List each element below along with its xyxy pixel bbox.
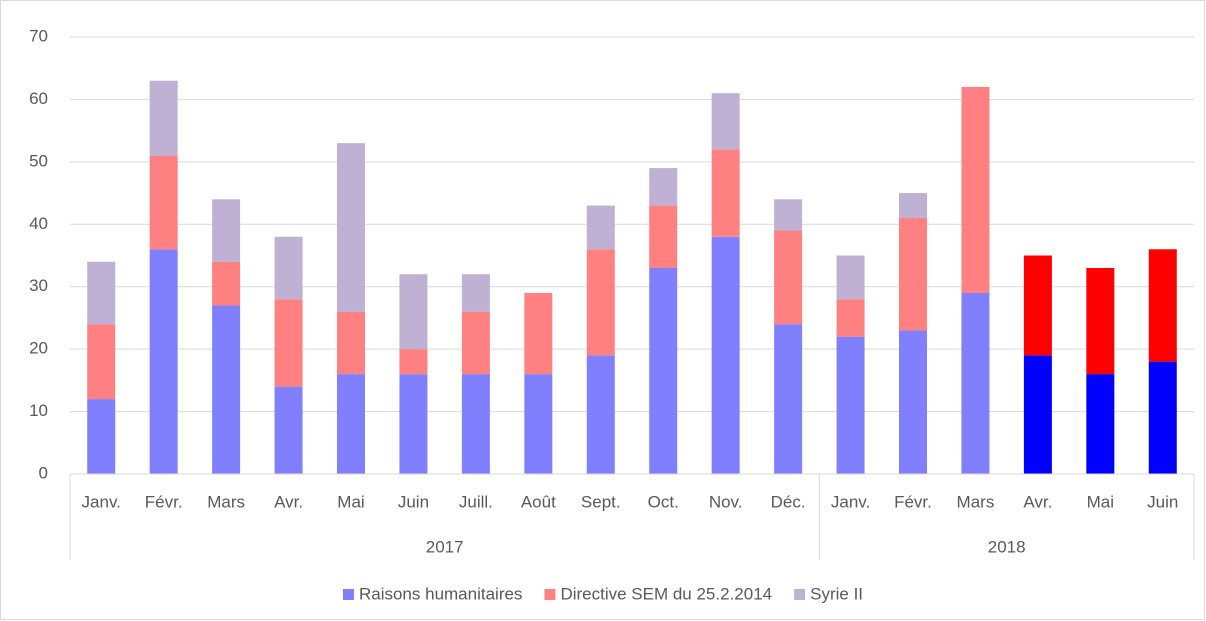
bar-segment bbox=[524, 374, 553, 474]
bar-segment bbox=[774, 230, 803, 325]
bar-segment bbox=[961, 86, 990, 293]
bar-segment bbox=[961, 292, 990, 474]
x-tick-label: Juin bbox=[398, 492, 429, 511]
x-tick-label: Janv. bbox=[82, 492, 121, 511]
bar-segment bbox=[461, 374, 490, 474]
x-tick-label: Mars bbox=[207, 492, 245, 511]
bar-segment bbox=[337, 143, 365, 312]
x-tick-label: Sept. bbox=[581, 492, 621, 511]
bar-segment bbox=[149, 80, 178, 156]
bar-segment bbox=[1086, 267, 1115, 375]
y-tick-label: 0 bbox=[39, 463, 48, 482]
bar-segment bbox=[711, 236, 740, 474]
legend-label: Directive SEM du 25.2.2014 bbox=[560, 584, 772, 603]
legend-swatch bbox=[544, 589, 556, 600]
bar-segment bbox=[399, 274, 428, 350]
x-tick-label: Avr. bbox=[1023, 492, 1052, 511]
bar-segment bbox=[337, 374, 365, 474]
legend-swatch bbox=[342, 589, 354, 600]
bar-segment bbox=[212, 199, 241, 262]
x-tick-label: Févr. bbox=[894, 492, 932, 511]
bar-segment bbox=[774, 199, 803, 231]
bar-segment bbox=[711, 149, 740, 237]
x-tick-label: Févr. bbox=[145, 492, 183, 511]
bar-segment bbox=[899, 218, 927, 331]
x-tick-label: Avr. bbox=[274, 492, 303, 511]
bar-segment bbox=[149, 249, 178, 474]
bar-segment bbox=[836, 336, 865, 474]
bar-segment bbox=[149, 155, 178, 250]
x-tick-label: Nov. bbox=[709, 492, 743, 511]
x-tick-label: Mars bbox=[957, 492, 995, 511]
bar-segment bbox=[586, 249, 615, 356]
bar-segment bbox=[337, 311, 365, 375]
bar-segment bbox=[649, 205, 678, 268]
bar-segment bbox=[212, 305, 241, 474]
bar-segment bbox=[1148, 361, 1177, 474]
bar-segment bbox=[649, 168, 678, 206]
bar-segment bbox=[399, 349, 428, 375]
bar-segment bbox=[586, 355, 615, 474]
bar-segment bbox=[1086, 374, 1115, 474]
bar-segment bbox=[774, 324, 803, 474]
group-label: 2018 bbox=[988, 537, 1026, 556]
x-tick-label: Déc. bbox=[771, 492, 806, 511]
y-tick-label: 20 bbox=[29, 339, 48, 358]
y-tick-label: 10 bbox=[29, 401, 48, 420]
bar-segment bbox=[274, 386, 303, 474]
group-label: 2017 bbox=[426, 537, 464, 556]
bar-segment bbox=[524, 292, 553, 375]
y-tick-label: 40 bbox=[29, 214, 48, 233]
bar-segment bbox=[586, 205, 615, 250]
y-tick-label: 60 bbox=[29, 89, 48, 108]
bar-segment bbox=[274, 299, 303, 387]
bar-segment bbox=[1023, 355, 1052, 474]
y-tick-label: 50 bbox=[29, 151, 48, 170]
bar-segment bbox=[87, 324, 116, 400]
bar-segment bbox=[899, 330, 927, 474]
bar-segment bbox=[1023, 255, 1052, 356]
bar-segment bbox=[649, 267, 678, 474]
bar-segment bbox=[461, 274, 490, 312]
x-tick-label: Mai bbox=[337, 492, 364, 511]
x-tick-label: Janv. bbox=[831, 492, 870, 511]
bar-segment bbox=[87, 261, 116, 325]
y-tick-label: 70 bbox=[29, 26, 48, 45]
bar-segment bbox=[461, 311, 490, 375]
y-tick-label: 30 bbox=[29, 276, 48, 295]
x-tick-label: Mai bbox=[1087, 492, 1114, 511]
legend-label: Syrie II bbox=[810, 584, 863, 603]
bar-segment bbox=[836, 299, 865, 337]
bar-segment bbox=[899, 193, 927, 219]
x-tick-label: Août bbox=[521, 492, 556, 511]
bar-segment bbox=[1148, 249, 1177, 362]
x-tick-label: Oct. bbox=[648, 492, 679, 511]
bar-segment bbox=[274, 236, 303, 300]
bar-segment bbox=[87, 399, 116, 474]
bar-segment bbox=[212, 261, 241, 306]
x-tick-label: Juin bbox=[1147, 492, 1178, 511]
bar-segment bbox=[711, 93, 740, 150]
bar-segment bbox=[399, 374, 428, 474]
x-tick-label: Juill. bbox=[459, 492, 493, 511]
bar-segment bbox=[836, 255, 865, 300]
legend-label: Raisons humanitaires bbox=[359, 584, 522, 603]
legend-swatch bbox=[794, 589, 806, 600]
